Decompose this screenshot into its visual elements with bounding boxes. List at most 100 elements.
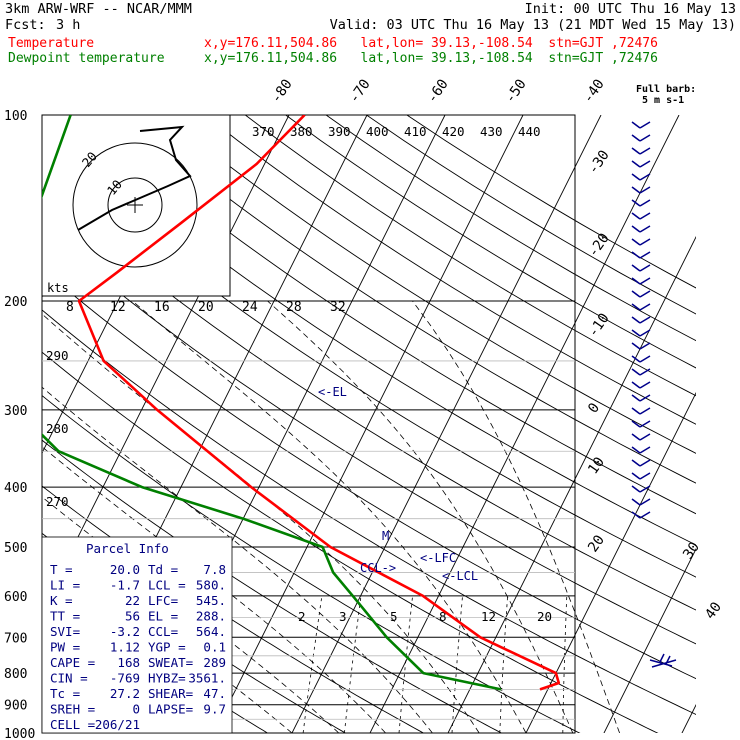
parcel-label: LFC= [148,593,178,608]
wind-barb [631,264,651,272]
parcel-info-row: CAPE = 168 SWEAT= 289 [50,655,226,670]
right-isotherm-label: -30 [585,147,613,177]
parcel-value: 289 [203,655,226,670]
wind-barb-flag [639,420,651,428]
wind-barb-staff [631,472,641,480]
speed-axis-label: 28 [286,300,302,315]
wind-barb [631,147,651,155]
wind-barb-flag [639,134,651,142]
parcel-label: SVI= [50,624,80,639]
wind-barb [631,511,651,519]
dry-adiabat-line [245,115,696,397]
parcel-value: 206/21 [95,717,140,732]
parcel-label: SREH = [50,702,95,717]
wind-barb-staff [631,121,641,129]
dry-adiabat-line [42,309,696,715]
init-time: Init: 00 UTC Thu 16 May 13 [524,1,736,17]
wind-barb-staff [631,251,641,259]
wind-barb [631,160,651,168]
wind-barb-staff [631,459,641,467]
wind-barb-staff [631,420,641,428]
dry-adiabat-line [42,351,659,733]
barb-legend-title: Full barb: [636,84,696,95]
pressure-tick-label: 900 [4,699,27,714]
wind-barb [631,355,651,363]
temperature-station-info: x,y=176.11,504.86 lat,lon= 39.13,-108.54… [204,36,658,51]
wind-barb [631,316,651,324]
right-isotherm-label: 0 [585,400,603,416]
parcel-info-row: SVI= -3.2 CCL= 564. [50,624,226,639]
parcel-value: -1.7 [110,578,140,593]
wind-barb [631,394,651,402]
m-marker: M [382,529,389,543]
wind-barb [631,212,651,220]
dewpoint-legend: Dewpoint temperature [8,51,165,66]
mixing-ratio-label: 20 [537,609,552,624]
dry-adiabat-line [285,115,696,369]
top-isotherm-label: -50 [502,76,530,106]
wind-barb-staff [631,446,641,454]
dry-adiabat-line [42,228,696,645]
parcel-value: 0.1 [203,640,226,655]
isotherm-line [603,547,696,733]
wind-barb [631,407,651,415]
wind-barb-flag [639,121,651,129]
parcel-value: 7.8 [203,562,226,577]
wind-barb [631,290,651,298]
parcel-value: 56 [125,609,140,624]
parcel-label: Tc = [50,686,80,701]
wind-barb-flag [639,381,651,389]
parcel-info-row: T = 20.0 Td = 7.8 [50,562,226,577]
pressure-tick-label: 600 [4,590,27,605]
wind-barb-flag [639,433,651,441]
speed-axis-label: 24 [242,300,258,315]
parcel-label: CAPE = [50,655,95,670]
theta-top-label: 430 [480,124,503,139]
hodograph-kts-label: kts [47,281,69,295]
parcel-label: LAPSE= [148,702,193,717]
wind-barb [631,329,651,337]
wind-barb-staff [631,355,641,363]
wind-barb-flag [639,238,651,246]
theta-top-label: 440 [518,124,541,139]
wind-barb [631,199,651,207]
valid-time: Valid: 03 UTC Thu 16 May 13 (21 MDT Wed … [329,17,736,33]
isotherm-line [213,115,524,733]
wind-barb-staff [631,147,641,155]
wind-barb-staff [631,433,641,441]
wind-barb-staff [631,212,641,220]
wind-barb-flag [639,446,651,454]
dry-adiabat-line [42,439,503,733]
wind-barb-flag [639,160,651,168]
pressure-tick-label: 400 [4,481,27,496]
wind-barb [631,459,651,467]
parcel-value: 47. [203,686,226,701]
wind-barb [631,342,651,350]
temperature-trace [77,115,561,691]
speed-axis-label: 12 [110,300,126,315]
surface-wind-barb [649,653,677,668]
wind-barb [631,251,651,259]
wind-barb-flag [639,173,651,181]
wind-barb [631,368,651,376]
wind-barb-staff [631,368,641,376]
top-isotherm-label: -40 [580,76,608,106]
theta-top-label: 370 [252,124,275,139]
mixing-ratio-label: 8 [439,609,447,624]
wind-barb-flag [639,264,651,272]
parcel-label: LCL = [148,578,186,593]
dry-adiabat-line [83,115,696,515]
temperature-legend: Temperature [8,36,95,51]
mixing-ratio-line [302,595,323,733]
pressure-tick-label: 700 [4,631,27,646]
parcel-label: LI = [50,578,80,593]
theta-left-label: 270 [46,494,69,509]
pressure-tick-label: 100 [4,109,27,124]
dry-adiabat-line [42,150,696,578]
wind-barb [631,173,651,181]
wind-barb-staff [631,303,641,311]
wind-barb [631,446,651,454]
wind-barb-staff [631,394,641,402]
dewpoint-station-info: x,y=176.11,504.86 lat,lon= 39.13,-108.54… [204,51,658,66]
